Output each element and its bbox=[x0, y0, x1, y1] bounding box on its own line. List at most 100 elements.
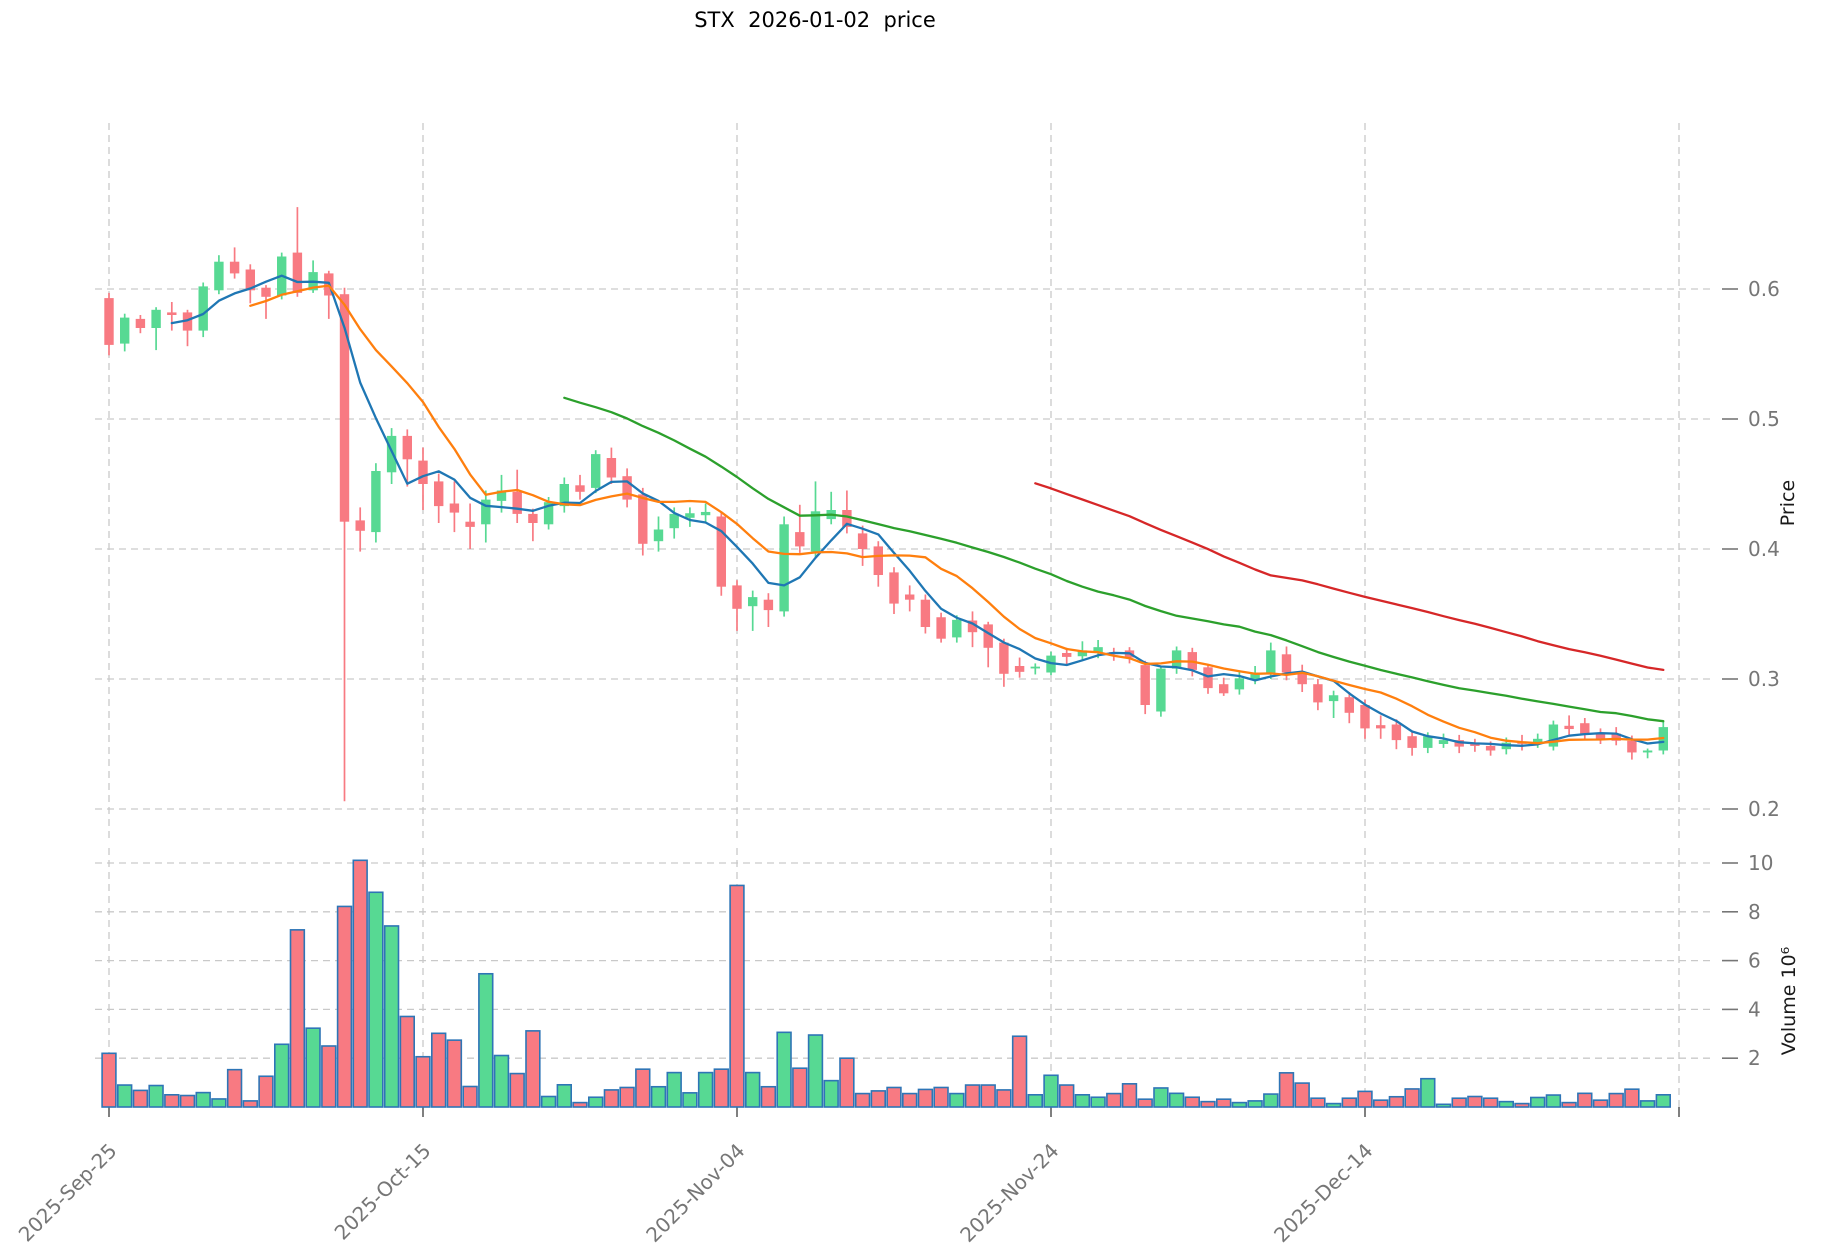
candle-body bbox=[732, 585, 742, 609]
volume-bar bbox=[101, 1052, 117, 1108]
candle-body bbox=[1627, 740, 1637, 753]
volume-bar bbox=[744, 1071, 761, 1108]
volume-bar bbox=[399, 1015, 415, 1108]
volume-bar bbox=[1216, 1098, 1232, 1108]
x-tick-label: 2025-Oct-15 bbox=[330, 1139, 436, 1245]
candle-body bbox=[418, 460, 428, 484]
volume-bar bbox=[901, 1092, 918, 1108]
candle-body bbox=[1328, 695, 1339, 702]
volume-bar bbox=[179, 1094, 196, 1108]
candle-body bbox=[104, 298, 114, 345]
volume-bar bbox=[164, 1094, 180, 1108]
volume-bar bbox=[713, 1068, 730, 1108]
candle-body bbox=[1485, 745, 1496, 751]
volume-bar bbox=[792, 1067, 808, 1108]
volume-bar bbox=[839, 1057, 855, 1108]
volume-bar bbox=[540, 1095, 557, 1108]
candle-body bbox=[622, 476, 632, 500]
candle-body bbox=[591, 454, 601, 488]
volume-bar bbox=[1325, 1102, 1342, 1108]
volume-bar bbox=[760, 1085, 777, 1108]
volume-bar bbox=[1608, 1092, 1624, 1108]
candle-body bbox=[1548, 724, 1559, 747]
candle-body bbox=[1376, 725, 1386, 729]
volume-bar bbox=[697, 1071, 714, 1108]
volume-bar bbox=[1530, 1096, 1546, 1108]
candle-body bbox=[449, 503, 460, 513]
candle-body bbox=[1360, 705, 1370, 729]
volume-bar bbox=[211, 1098, 227, 1108]
candle-body bbox=[182, 312, 193, 331]
volume-bar bbox=[603, 1089, 620, 1108]
candle-body bbox=[1014, 666, 1025, 672]
candle-body bbox=[1250, 672, 1260, 679]
volume-bar bbox=[1624, 1088, 1640, 1108]
volume-bar bbox=[964, 1084, 981, 1108]
volume-bar bbox=[854, 1092, 871, 1108]
candle-body bbox=[1564, 725, 1574, 730]
candle-body bbox=[905, 594, 915, 600]
volume-bar bbox=[446, 1039, 463, 1108]
volume-bar bbox=[682, 1092, 698, 1108]
volume-bar bbox=[1467, 1095, 1483, 1108]
volume-bar bbox=[195, 1091, 211, 1108]
candle-body bbox=[779, 524, 789, 612]
candle-body bbox=[1297, 672, 1307, 685]
candle-body bbox=[857, 533, 868, 549]
candle-body bbox=[371, 471, 381, 533]
candle-body bbox=[638, 494, 648, 544]
candle-body bbox=[1580, 723, 1590, 735]
candle-body bbox=[983, 624, 993, 648]
volume-bar bbox=[1121, 1083, 1138, 1108]
volume-bar bbox=[572, 1101, 588, 1108]
candle-body bbox=[842, 510, 852, 527]
candle-body bbox=[999, 642, 1009, 674]
volume-bar bbox=[619, 1086, 635, 1108]
volume-bar bbox=[886, 1086, 902, 1108]
volume-bar bbox=[1106, 1092, 1122, 1108]
volume-bar bbox=[650, 1085, 667, 1108]
candle-body bbox=[1423, 736, 1433, 748]
ma-line-60 bbox=[1034, 482, 1665, 672]
candle-body bbox=[120, 317, 130, 344]
candle-body bbox=[151, 309, 161, 328]
volume-bar bbox=[415, 1055, 431, 1108]
volume-bar bbox=[666, 1071, 682, 1108]
volume-bar bbox=[1498, 1100, 1515, 1108]
candle-body bbox=[261, 287, 271, 297]
candle-body bbox=[1391, 724, 1402, 741]
volume-bar bbox=[635, 1068, 651, 1108]
candle-body bbox=[873, 546, 883, 575]
volume-bar bbox=[933, 1086, 949, 1108]
volume-bar bbox=[1451, 1097, 1467, 1108]
candle-body bbox=[1093, 647, 1103, 653]
volume-bar bbox=[1545, 1094, 1562, 1108]
volume-bar bbox=[823, 1079, 839, 1108]
volume-bar bbox=[1373, 1099, 1389, 1108]
volume-bar bbox=[1184, 1096, 1201, 1108]
candle-body bbox=[575, 485, 585, 492]
ma-line-10 bbox=[249, 284, 1665, 745]
candle-body bbox=[1266, 650, 1276, 674]
volume-bar bbox=[1043, 1074, 1059, 1108]
volume-bar bbox=[1310, 1097, 1326, 1108]
ma-line-30 bbox=[563, 396, 1665, 723]
candle-body bbox=[355, 520, 365, 531]
volume-bar bbox=[776, 1031, 792, 1108]
candle-body bbox=[434, 481, 444, 507]
volume-bar bbox=[525, 1030, 541, 1108]
volume-tick-label: 4 bbox=[1748, 997, 1761, 1021]
candle-body bbox=[339, 294, 350, 522]
volume-bar bbox=[1168, 1092, 1185, 1108]
volume-bar bbox=[226, 1068, 243, 1108]
candle-body bbox=[748, 597, 758, 607]
candle-body bbox=[1156, 668, 1166, 712]
candle-body bbox=[198, 286, 208, 331]
candle-body bbox=[1281, 654, 1292, 673]
candle-body bbox=[920, 599, 931, 627]
candle-body bbox=[1611, 733, 1621, 741]
volume-bar bbox=[1011, 1035, 1028, 1108]
x-tick-label: 2025-Dec-14 bbox=[1269, 1139, 1378, 1246]
candle-body bbox=[481, 499, 491, 525]
candle-body bbox=[1077, 650, 1088, 657]
